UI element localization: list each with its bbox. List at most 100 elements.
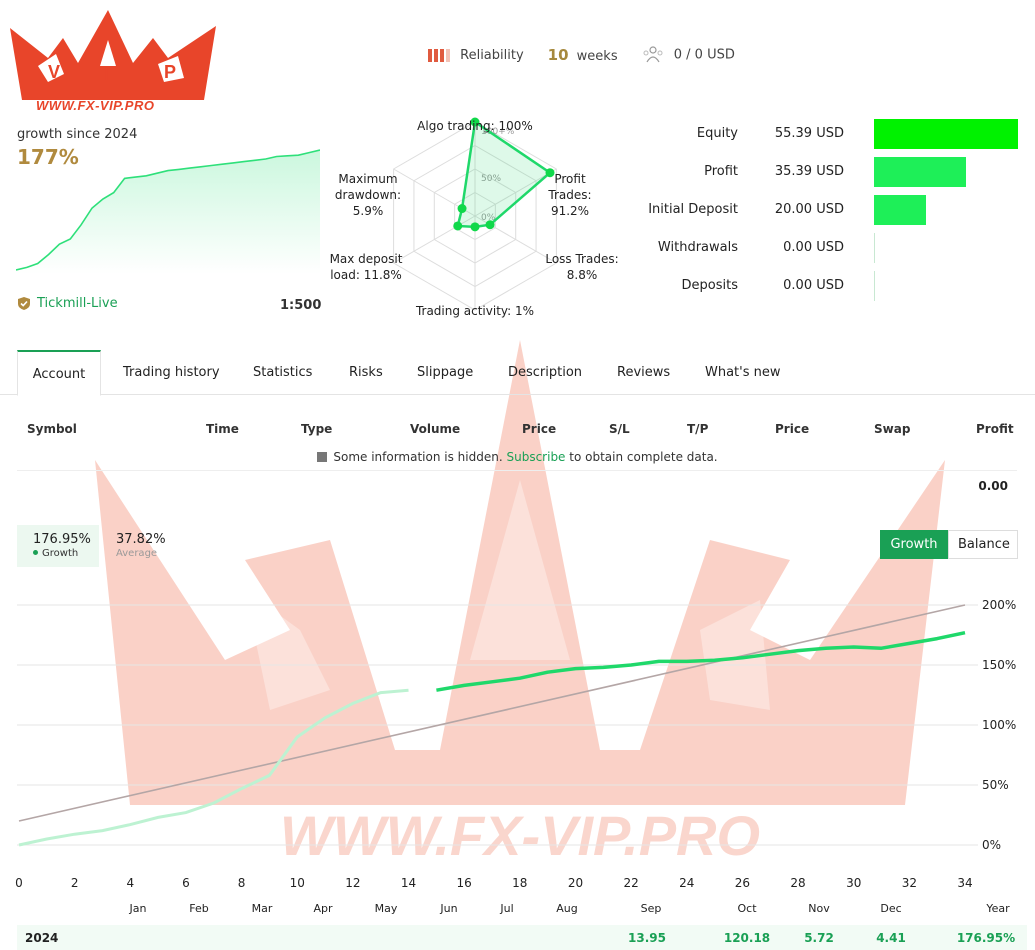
x-tick-label: 30 <box>846 876 862 890</box>
x-tick-label: 34 <box>957 876 973 890</box>
year-label: 2024 <box>25 931 59 945</box>
finance-value: 0.00 USD <box>783 278 844 293</box>
finance-row: Withdrawals 0.00 USD <box>640 232 1030 264</box>
column-header[interactable]: Price <box>522 422 557 436</box>
year-summary-row: 2024 13.95 120.18 5.72 4.41 176.95% <box>17 925 1027 950</box>
month-label: Dec <box>880 902 902 915</box>
chart-mode-toggle: Growth Balance <box>880 530 1018 559</box>
top-stats: Reliability 10 weeks 0 / 0 USD <box>428 46 735 64</box>
radar-point-5 <box>457 204 467 214</box>
year-month-value: 5.72 <box>804 931 834 945</box>
year-month-value: 120.18 <box>723 931 771 945</box>
x-tick-label: 8 <box>237 876 246 890</box>
growth-chart[interactable]: 200% 150% 100% 50% 0% <box>0 590 1035 890</box>
legend-growth[interactable]: 176.95% Growth <box>17 525 99 567</box>
growth-dot-icon <box>33 550 38 555</box>
subscribers-icon <box>643 46 663 63</box>
radar-ring-label: 0% <box>481 213 496 223</box>
column-header[interactable]: S/L <box>609 422 630 436</box>
tab-risks[interactable]: Risks <box>349 365 383 380</box>
column-header[interactable]: Swap <box>874 422 911 436</box>
tab-trading-history[interactable]: Trading history <box>123 365 220 380</box>
x-tick-label: 16 <box>456 876 472 890</box>
radar-spoke <box>474 168 557 217</box>
reliability[interactable]: Reliability <box>428 48 524 63</box>
hidden-note-post: to obtain complete data. <box>569 450 718 464</box>
month-label: Jul <box>500 902 514 915</box>
finance-row: Equity 55.39 USD <box>640 118 1030 150</box>
legend-growth-value: 176.95% <box>33 532 91 547</box>
column-header[interactable]: Price <box>775 422 810 436</box>
average-line <box>18 604 966 822</box>
radar-label-drawdown: Maximum drawdown: 5.9% <box>330 171 406 219</box>
radar-label-loss: Loss Trades: 8.8% <box>542 251 622 283</box>
tab-account[interactable]: Account <box>17 350 101 396</box>
month-label: Feb <box>189 902 209 915</box>
tab-slippage[interactable]: Slippage <box>417 365 474 380</box>
logo-url: WWW.FX-VIP.PRO <box>36 98 155 113</box>
broker-link[interactable]: Tickmill-Live <box>17 296 118 311</box>
column-header[interactable]: Symbol <box>27 422 77 436</box>
radar-chart: 100+% 50% 0% Algo trading: 100% Profit Tra… <box>320 112 640 322</box>
tab-reviews[interactable]: Reviews <box>617 365 671 380</box>
tab-description[interactable]: Description <box>508 365 583 380</box>
column-header[interactable]: Volume <box>410 422 461 436</box>
mini-growth-chart[interactable] <box>16 146 320 274</box>
year-month-value: 4.41 <box>876 931 906 945</box>
y-tick-label: 0% <box>982 838 1001 852</box>
finance-label: Deposits <box>681 278 738 293</box>
finance-value: 0.00 USD <box>783 240 844 255</box>
table-divider <box>17 470 1017 471</box>
x-tick-label: 12 <box>345 876 361 890</box>
column-header[interactable]: T/P <box>687 422 709 436</box>
radar-label-load: Max deposit load: 11.8% <box>322 251 410 283</box>
column-header[interactable]: Type <box>301 422 333 436</box>
site-logo: V I P WWW.FX-VIP.PRO <box>8 8 220 116</box>
tab-what-s-new[interactable]: What's new <box>705 365 781 380</box>
legend-average-value: 37.82% <box>116 532 166 547</box>
finance-row: Profit 35.39 USD <box>640 156 1030 188</box>
tab-statistics[interactable]: Statistics <box>253 365 313 380</box>
y-tick-label: 50% <box>982 778 1009 792</box>
growth-toggle-button[interactable]: Growth <box>880 530 948 559</box>
finance-label: Initial Deposit <box>648 202 738 217</box>
lock-icon <box>317 452 328 462</box>
subscribe-link[interactable]: Subscribe <box>506 450 566 464</box>
month-label: Mar <box>251 902 273 915</box>
subscribers: 0 / 0 USD <box>642 46 735 64</box>
radar-label-loss-line2: 8.8% <box>566 268 598 282</box>
radar-label-load-line2: load: 11.8% <box>330 268 402 282</box>
radar-label-algo: Algo trading: 100% <box>417 119 533 133</box>
finance-row: Deposits 0.00 USD <box>640 270 1030 302</box>
finance-value: 20.00 USD <box>774 202 844 217</box>
finance-bar <box>874 157 966 187</box>
month-label: Aug <box>556 902 578 915</box>
x-tick-label: 22 <box>623 876 639 890</box>
y-tick-label: 100% <box>982 718 1016 732</box>
finance-value: 55.39 USD <box>774 126 844 141</box>
balance-toggle-button[interactable]: Balance <box>948 530 1018 559</box>
hidden-note-pre: Some information is hidden. <box>333 450 503 464</box>
trades-table-header: Symbol Time Type Volume Price S/L T/P Price Swap… <box>0 420 1035 440</box>
column-header[interactable]: Profit <box>976 422 1014 436</box>
legend-average[interactable]: 37.82% Average <box>100 525 180 567</box>
leverage: 1:500 <box>280 298 322 313</box>
shield-icon <box>18 297 30 310</box>
month-label: Jan <box>129 902 147 915</box>
legend-average-name: Average <box>116 548 158 559</box>
x-tick-label: 4 <box>126 876 135 890</box>
weeks-label: weeks <box>576 49 618 64</box>
hidden-info-note: Some information is hidden. Subscribe to… <box>0 450 1035 464</box>
column-header[interactable]: Time <box>206 422 239 436</box>
growth-line <box>436 630 966 692</box>
weeks: 10 weeks <box>548 46 618 64</box>
growth-value: 177% <box>17 145 79 169</box>
month-label: May <box>374 902 398 915</box>
radar-label-profit-line3: 91.2% <box>550 204 590 218</box>
logo-letter-i: I <box>104 64 109 84</box>
radar-point-1 <box>545 168 555 178</box>
x-tick-label: 28 <box>790 876 806 890</box>
finance-row: Initial Deposit 20.00 USD <box>640 194 1030 226</box>
broker-name: Tickmill-Live <box>37 296 118 311</box>
radar-point-0 <box>470 117 480 127</box>
